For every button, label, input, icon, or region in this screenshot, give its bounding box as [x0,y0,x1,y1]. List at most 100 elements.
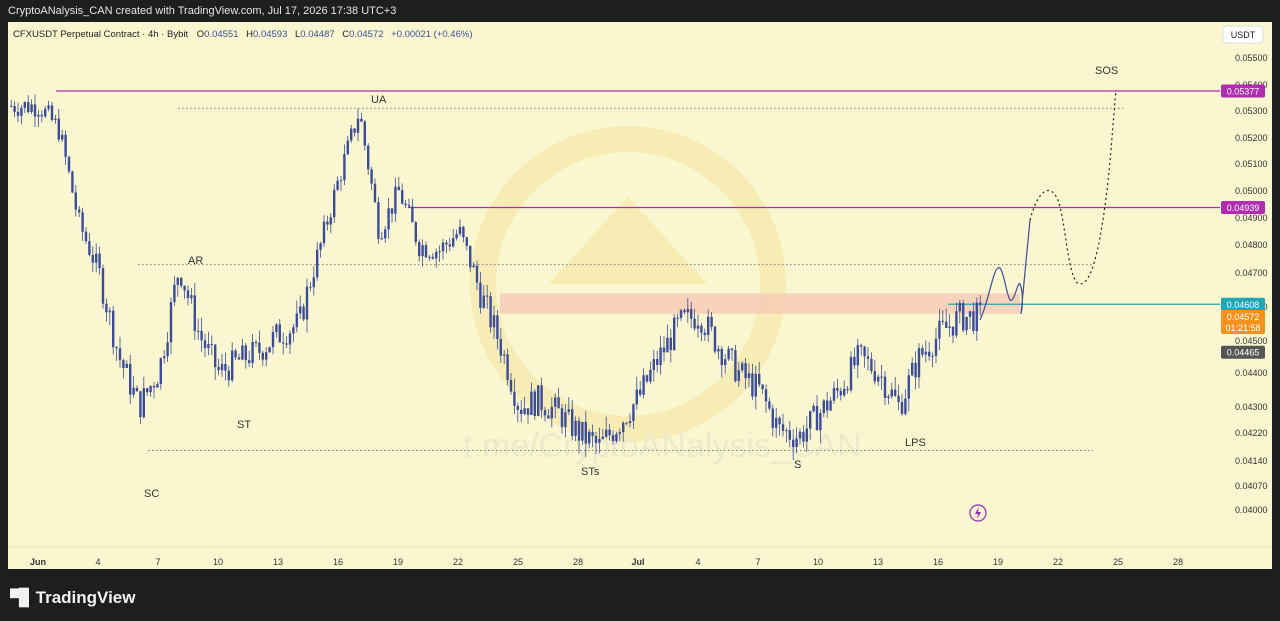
candle-body [696,325,700,329]
time-axis-label: 28 [573,557,583,567]
candle-body [594,435,598,443]
candle-body [360,118,363,122]
candle-body [64,134,67,157]
candle-body [781,424,785,431]
candle-body [40,114,43,117]
candle-body [302,306,305,320]
candle-body [877,376,880,382]
candle-body [873,371,876,382]
time-axis-label: 28 [1173,557,1183,567]
chart-panel[interactable]: t.me/CryptoANalysis_CAN SC AR ST UA STs … [8,22,1272,569]
candle-body [890,389,893,397]
candle-body [897,395,900,403]
candle-body [95,253,98,263]
candle-body [608,429,611,436]
resistance-zone[interactable] [500,293,1020,314]
candle-body [798,431,802,439]
candle-body [968,311,972,317]
lightning-icon[interactable] [969,504,987,522]
candle-body [20,107,23,116]
candle-body [642,375,645,395]
symbol-info-line[interactable]: CFXUSDT Perpetual Contract · 4h · Bybit … [13,29,472,40]
candle-body [74,192,77,210]
candle-body [343,154,346,181]
candle-body [836,388,839,391]
candle-body [591,431,594,436]
candle-body [234,350,237,358]
watermark-logo-ring [470,126,786,442]
candle-body [860,345,863,347]
price-axis-label: 0.04140 [1235,456,1268,466]
candle-body [10,105,13,107]
time-axis-label: 4 [695,557,700,567]
candle-body [863,346,866,357]
price-axis-label: 0.04700 [1235,268,1268,278]
candle-body [754,373,757,397]
candle-body [802,431,805,442]
close-value: 0.04572 [349,29,383,40]
candle-body [428,256,431,258]
candle-body [700,325,703,333]
candle-body [707,316,710,335]
candle-body [965,316,968,331]
candle-body [16,111,20,116]
candle-body [520,409,523,414]
candle-body [747,373,751,379]
candle-body [649,369,652,382]
candle-body [159,358,162,385]
candle-body [108,310,111,313]
price-axis-label: 0.05500 [1235,53,1268,63]
candle-body [390,208,394,214]
candle-body [829,400,832,411]
candle-body [462,226,465,238]
candle-body [339,180,343,182]
candle-body [132,387,135,395]
candle-body [373,183,377,203]
candle-body [445,242,448,245]
time-axis-label: 13 [873,557,883,567]
candle-body [958,303,961,312]
price-tag [1221,310,1265,335]
candle-body [853,356,856,366]
time-axis-label: 10 [213,557,223,567]
candle-body [380,238,383,240]
candle-body [231,350,234,381]
level-lines[interactable] [56,90,1220,451]
currency-button[interactable]: USDT [1222,25,1264,44]
candle-body [282,342,285,344]
watermark-text: t.me/CryptoANalysis_CAN [463,427,862,465]
candle-body [516,405,519,410]
candle-body [730,348,734,351]
price-tag [1221,345,1265,359]
candle-body [615,434,618,442]
candle-body [775,417,778,428]
annotation-ua: UA [371,94,387,106]
price-axis[interactable]: 0.055000.054000.053000.052000.051000.050… [1235,53,1268,515]
candle-body [44,108,47,117]
candle-body [778,417,781,425]
candle-body [785,430,788,432]
candle-body [166,342,169,357]
price-chart[interactable]: t.me/CryptoANalysis_CAN SC AR ST UA STs … [8,22,1272,569]
candle-body [907,375,910,399]
candle-body [197,330,200,332]
candle-body [676,317,679,319]
price-axis-label: 0.04070 [1235,481,1268,491]
candle-body [972,311,975,332]
candle-body [309,286,312,288]
tradingview-logo[interactable]: ▀▊ TradingView [10,588,135,608]
candle-body [414,222,417,243]
candle-body [149,386,152,393]
candle-body [278,324,281,343]
candle-body [482,295,485,308]
candle-body [176,277,179,285]
candle-body [887,396,890,398]
candle-body [23,102,26,108]
candle-body [370,169,373,184]
candle-body [849,356,853,391]
candle-body [948,326,951,328]
candle-body [418,242,421,257]
time-axis[interactable]: Jun 4 7 10 13 16 19 22 25 28 Jul 4 7 10 13 16 19 22 25 28 [30,557,1183,567]
candle-body [237,357,241,360]
candle-body [924,351,927,355]
